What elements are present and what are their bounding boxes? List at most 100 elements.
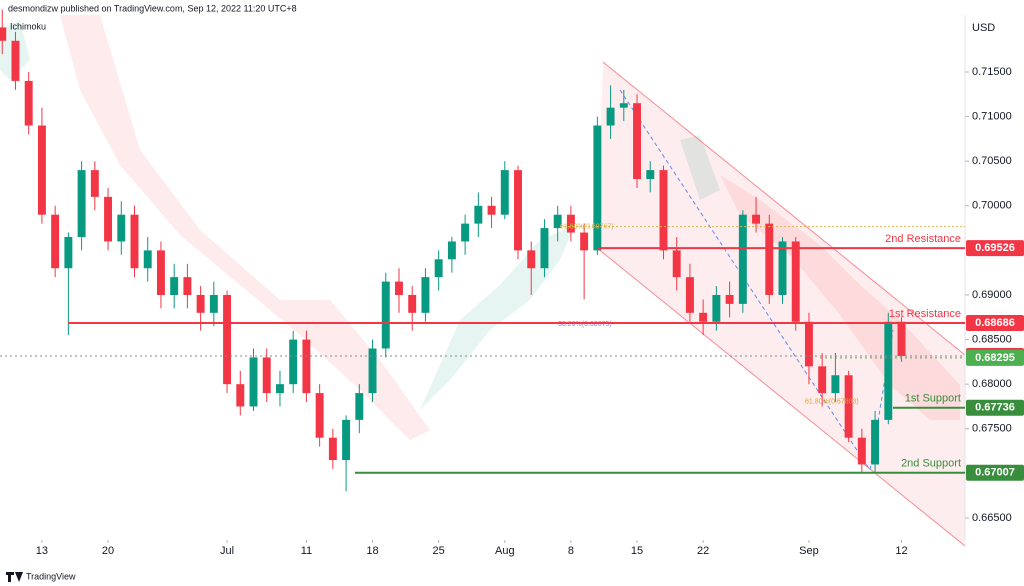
y-tick-label: 0.70000 [972, 200, 1012, 212]
candle-body [461, 223, 470, 242]
currency-label: USD [972, 22, 995, 34]
x-tick-label: 13 [36, 545, 48, 557]
candle-body [553, 214, 562, 229]
candle-body [685, 277, 694, 313]
x-tick-label: Jul [220, 545, 234, 557]
brand-logo [6, 572, 23, 582]
candle-body [289, 339, 298, 385]
y-tick-label: 0.68500 [972, 333, 1012, 345]
candle-body [64, 237, 73, 269]
ichimoku-cloud [420, 225, 575, 410]
candle-body [765, 223, 774, 295]
publisher-note: desmondizw published on TradingView.com,… [8, 3, 297, 13]
candle-body [170, 277, 179, 295]
annotation: 61.80%(0.67803) [805, 399, 859, 406]
candle-body [104, 196, 113, 242]
candle-body [421, 277, 430, 313]
candle-body [593, 125, 602, 251]
candle-body [90, 170, 99, 197]
x-tick-label: 12 [895, 545, 907, 557]
level-box [966, 240, 1024, 257]
candle-body [342, 419, 351, 460]
candle-body [500, 170, 509, 215]
level-name: 2nd Resistance [885, 233, 961, 245]
brand: TradingView [26, 571, 76, 581]
ichimoku-cloud [680, 135, 720, 200]
plot [0, 9, 906, 492]
candle-body [434, 259, 443, 278]
level-value: 0.68295 [975, 352, 1015, 364]
candle-body [871, 419, 880, 465]
candle-body [130, 214, 139, 269]
candle-body [368, 348, 377, 394]
candle-body [143, 250, 152, 269]
candle-body [606, 107, 615, 126]
level-value: 0.67007 [975, 467, 1015, 479]
candle-body [659, 170, 668, 251]
ichimoku-cloud [720, 175, 960, 420]
level-box [966, 314, 1024, 331]
y-tick-label: 0.68000 [972, 378, 1012, 390]
candle-body [487, 205, 496, 215]
candle-body [408, 294, 417, 313]
candle-body [355, 393, 364, 420]
candle-body [249, 357, 258, 407]
candle-body [831, 375, 840, 394]
candle-body [11, 40, 20, 81]
candle-body [236, 384, 245, 407]
candle-body [619, 103, 628, 108]
y-tick-label: 0.71500 [972, 66, 1012, 78]
candle-body [712, 294, 721, 322]
candle-body [566, 214, 575, 233]
candle-body [209, 294, 218, 313]
y-tick-label: 0.70500 [972, 155, 1012, 167]
level-value: 0.68686 [975, 317, 1015, 329]
candle-body [24, 80, 33, 126]
candle-body [897, 321, 906, 356]
candle-body [818, 366, 827, 394]
candle-body [580, 232, 589, 251]
candle-body [844, 375, 853, 438]
candle-body [262, 357, 271, 394]
y-tick-label: 0.67500 [972, 423, 1012, 435]
level-value: 0.67736 [975, 402, 1015, 414]
annotation: 61.80%(0.69767) [560, 223, 614, 230]
candle-body [117, 214, 126, 242]
candle-body [51, 214, 60, 269]
x-tick-label: 15 [631, 545, 643, 557]
candle-body [302, 339, 311, 394]
x-tick-label: 18 [366, 545, 378, 557]
candle-body [395, 281, 403, 295]
candle-body [752, 214, 761, 224]
candle-body [328, 437, 337, 460]
candle-body [699, 312, 708, 322]
level-name: 1st Support [905, 393, 961, 405]
candle-body [791, 241, 800, 322]
candle-body [156, 250, 165, 295]
channel-lower [596, 247, 966, 547]
level-box [966, 399, 1024, 416]
candle-body [672, 250, 681, 278]
candle-body [474, 205, 483, 224]
level-box [966, 464, 1024, 481]
x-tick-label: 20 [102, 545, 114, 557]
candle-body [196, 294, 205, 313]
y-tick-label: 0.71000 [972, 110, 1012, 122]
candle-body [514, 170, 522, 251]
candle-body [884, 321, 893, 420]
candle-body [183, 277, 192, 295]
channel-upper [602, 61, 966, 356]
candle-body [725, 294, 734, 304]
y-tick-label: 0.69000 [972, 289, 1012, 301]
candle-body [37, 125, 46, 215]
level-name: 1st Resistance [889, 308, 961, 320]
y-tick-label: 0.66500 [972, 512, 1012, 524]
x-tick-label: 8 [568, 545, 574, 557]
x-tick-label: Sep [799, 545, 819, 557]
candle-body [447, 241, 456, 260]
candle-body [633, 103, 641, 180]
x-tick-label: 11 [301, 545, 312, 557]
ichimoku-cloud [60, 15, 430, 440]
candle-body [778, 241, 787, 295]
